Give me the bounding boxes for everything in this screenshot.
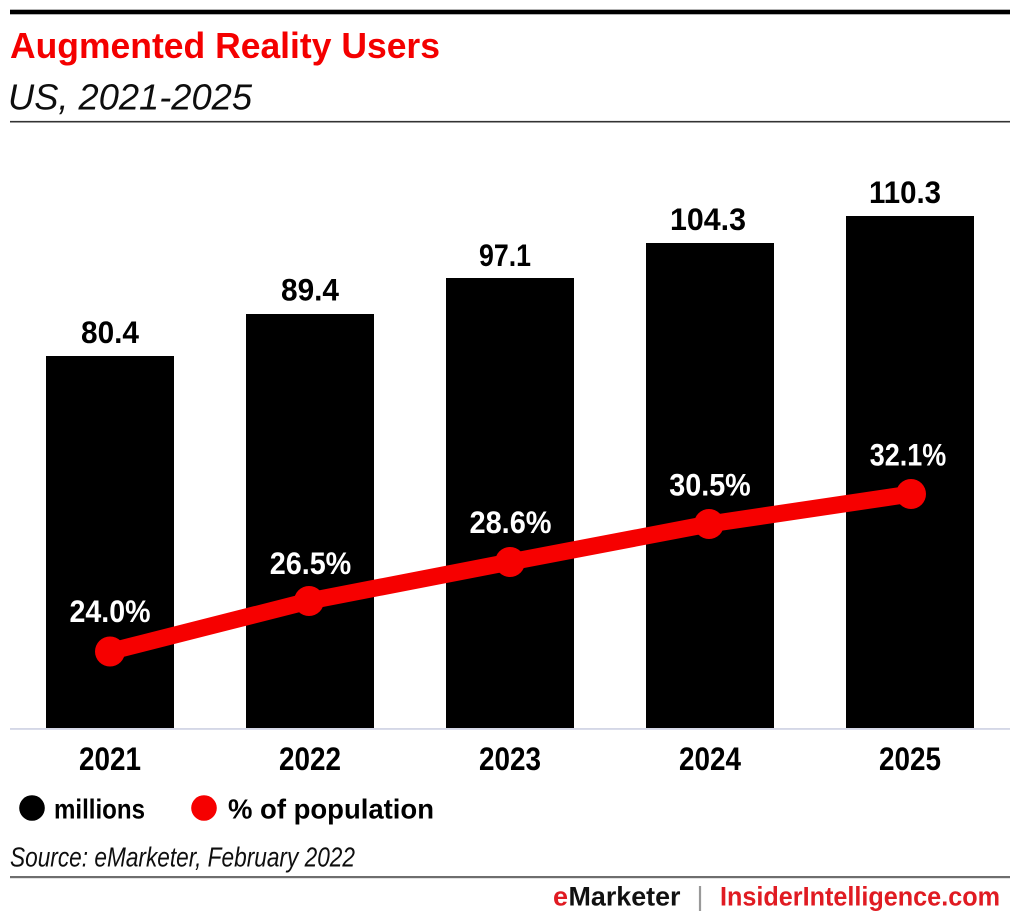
svg-text:104.3: 104.3	[670, 201, 746, 237]
svg-text:Marketer: Marketer	[569, 882, 681, 912]
svg-text:% of population: % of population	[228, 794, 434, 825]
svg-text:Source: eMarketer, February 20: Source: eMarketer, February 2022	[10, 842, 355, 873]
svg-text:2022: 2022	[279, 741, 341, 777]
svg-text:97.1: 97.1	[479, 237, 531, 273]
svg-text:2021: 2021	[79, 741, 141, 777]
svg-text:InsiderIntelligence.com: InsiderIntelligence.com	[720, 882, 1000, 912]
svg-text:89.4: 89.4	[281, 272, 339, 308]
svg-text:US, 2021-2025: US, 2021-2025	[8, 77, 253, 118]
svg-text:|: |	[696, 882, 703, 912]
svg-text:e: e	[553, 882, 568, 912]
svg-text:26.5%: 26.5%	[270, 545, 352, 581]
svg-text:110.3: 110.3	[869, 174, 941, 210]
svg-text:80.4: 80.4	[81, 314, 139, 350]
svg-text:30.5%: 30.5%	[669, 467, 751, 503]
svg-text:millions: millions	[54, 794, 145, 825]
svg-text:Augmented Reality Users: Augmented Reality Users	[10, 25, 440, 66]
svg-text:2023: 2023	[479, 741, 541, 777]
svg-text:28.6%: 28.6%	[470, 504, 552, 540]
svg-text:2025: 2025	[879, 741, 941, 777]
svg-text:2024: 2024	[679, 741, 741, 777]
svg-text:32.1%: 32.1%	[870, 437, 947, 473]
svg-text:24.0%: 24.0%	[70, 593, 151, 629]
